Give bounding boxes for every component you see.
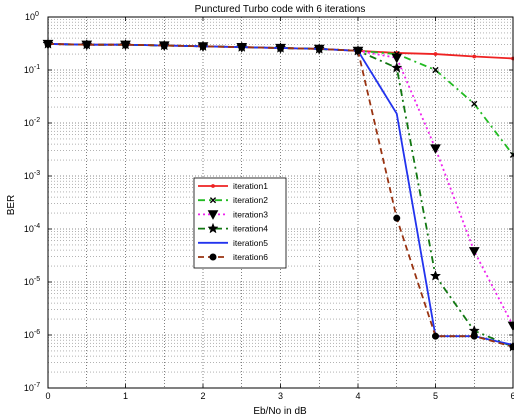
data-point-iteration6 xyxy=(83,41,91,49)
x-tick-label: 3 xyxy=(278,391,283,401)
legend-entry-iteration3: iteration3 xyxy=(198,209,268,220)
y-tick-label: 10-4 xyxy=(24,223,40,234)
data-point-iteration4 xyxy=(429,270,442,281)
x-tick-label: 4 xyxy=(355,391,360,401)
data-point-iteration3 xyxy=(391,53,403,64)
data-point-iteration6 xyxy=(470,332,478,340)
legend-marker xyxy=(211,184,215,188)
x-tick-label: 6 xyxy=(510,391,514,401)
legend-label: iteration4 xyxy=(233,224,268,234)
x-tick-label: 2 xyxy=(200,391,205,401)
y-tick-label: 10-6 xyxy=(24,329,40,340)
legend-box xyxy=(193,177,287,269)
y-tick-label: 100 xyxy=(25,11,39,22)
chart-title: Punctured Turbo code with 6 iterations xyxy=(195,4,366,15)
data-point-iteration6 xyxy=(393,214,401,222)
legend-entry-iteration1: iteration1 xyxy=(198,181,268,191)
plot-frame xyxy=(47,16,514,389)
y-tick-label: 10-2 xyxy=(24,117,40,128)
legend-entry-iteration6: iteration6 xyxy=(198,252,268,262)
legend-marker xyxy=(209,197,217,204)
x-tick-label: 5 xyxy=(433,391,438,401)
data-point-iteration6 xyxy=(160,41,168,49)
legend-marker xyxy=(207,210,219,220)
legend-label: iteration6 xyxy=(233,252,268,262)
data-point-iteration6 xyxy=(354,47,362,55)
data-point-iteration2 xyxy=(432,66,439,74)
data-point-iteration2 xyxy=(471,100,478,107)
data-point-iteration6 xyxy=(432,332,439,340)
x-axis-label: Eb/No in dB xyxy=(253,406,307,417)
legend-entry-iteration4: iteration4 xyxy=(198,222,268,234)
data-point-iteration3 xyxy=(468,247,480,257)
legend-entry-iteration2: iteration2 xyxy=(198,195,268,205)
data-point-iteration1 xyxy=(433,52,438,56)
data-point-iteration3 xyxy=(430,144,441,155)
data-point-iteration6 xyxy=(238,43,246,51)
x-tick-label: 1 xyxy=(123,391,128,401)
x-tick-label: 0 xyxy=(45,391,50,401)
y-tick-label: 10-1 xyxy=(24,64,40,75)
legend-label: iteration2 xyxy=(233,195,268,205)
legend-label: iteration5 xyxy=(233,238,268,248)
legend-marker xyxy=(207,222,219,234)
y-axis-label: BER xyxy=(6,195,17,216)
y-tick-label: 10-5 xyxy=(24,276,40,287)
data-point-iteration6 xyxy=(315,45,323,53)
legend-label: iteration3 xyxy=(233,209,268,219)
data-point-iteration4 xyxy=(391,61,403,73)
legend-label: iteration1 xyxy=(233,181,268,191)
y-tick-label: 10-3 xyxy=(24,170,40,181)
legend: iteration1 iteration2 iteration3 iteration4… xyxy=(193,177,287,269)
y-tick-label: 10-7 xyxy=(24,382,40,393)
legend-entry-iteration5: iteration5 xyxy=(198,238,268,248)
data-point-iteration6 xyxy=(277,44,284,52)
series-iteration6 xyxy=(44,40,514,351)
legend-marker xyxy=(209,253,217,261)
axis-ticks: 0 1 2 3 4 5 6 100 10-1 10-2 10-3 10-4 10-5 10-6 10-7 xyxy=(24,11,514,401)
data-point-iteration1 xyxy=(472,54,477,59)
data-point-iteration6 xyxy=(122,41,129,49)
data-point-iteration6 xyxy=(199,42,207,50)
